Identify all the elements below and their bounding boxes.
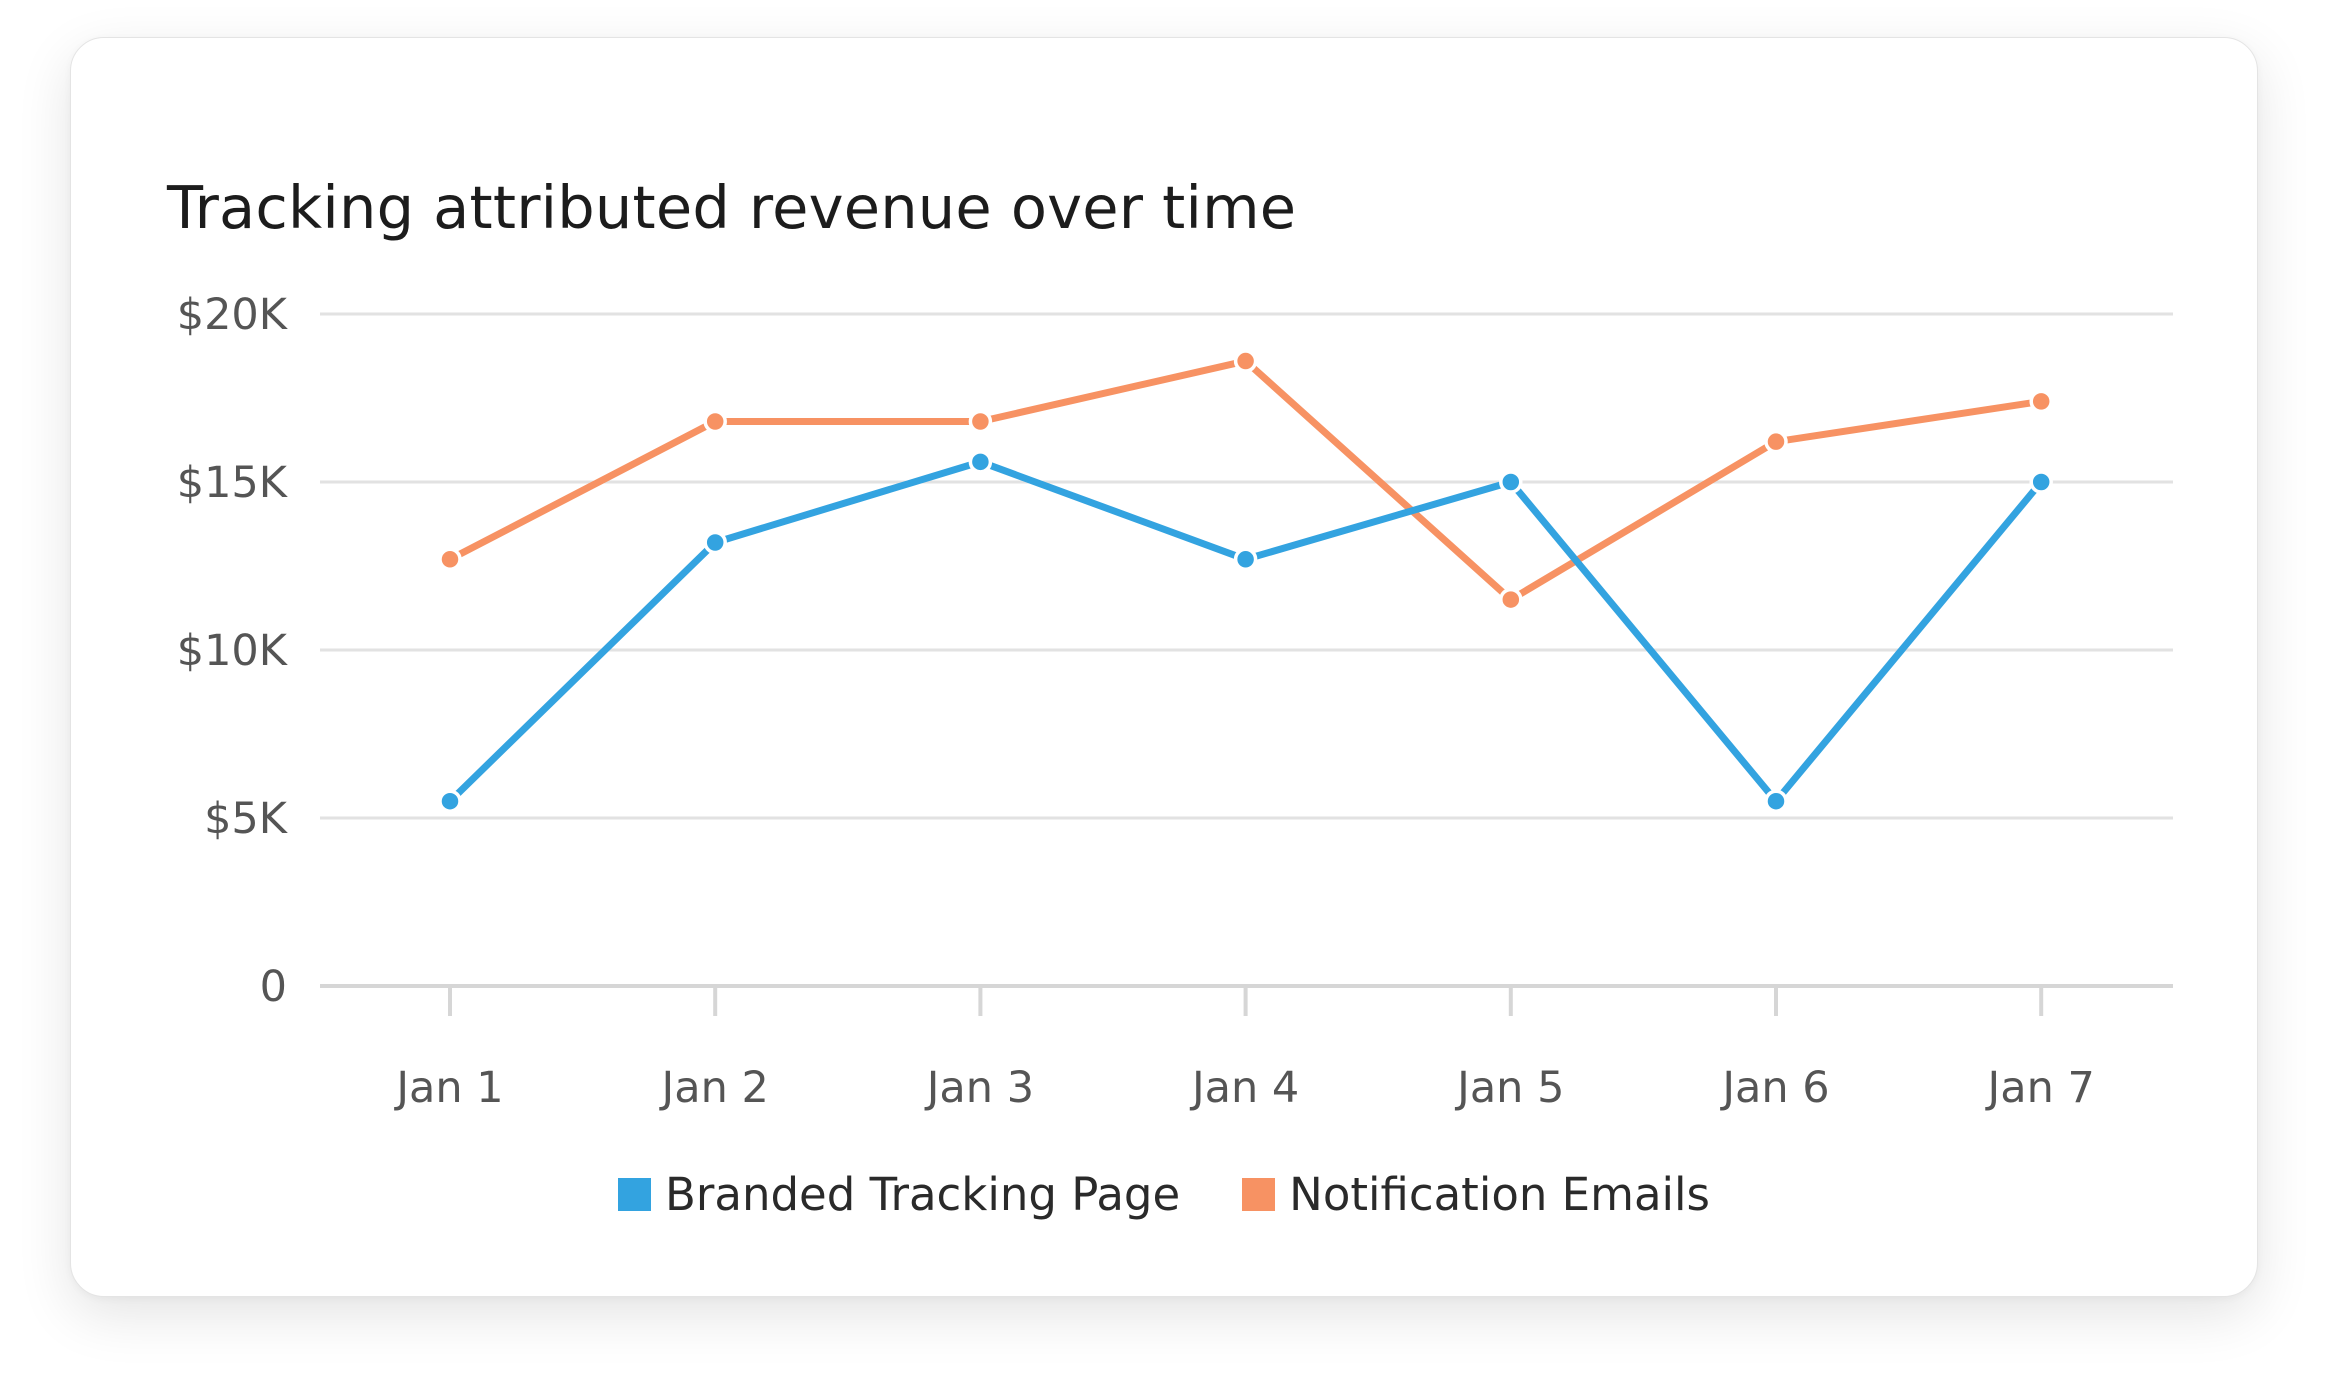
data-point — [1499, 587, 1523, 612]
x-tick-label: Jan 3 — [924, 1063, 1034, 1113]
data-point — [703, 409, 727, 434]
legend-label-branded: Branded Tracking Page — [665, 1168, 1181, 1221]
data-point — [2029, 470, 2053, 494]
chart-title: Tracking attributed revenue over time — [167, 173, 1297, 242]
legend-label-emails: Notification Emails — [1289, 1168, 1710, 1221]
data-point — [968, 409, 993, 434]
y-tick-label: $5K — [204, 794, 289, 844]
y-tick-label: $15K — [177, 458, 289, 508]
chart-legend: Branded Tracking Page Notification Email… — [71, 1168, 2257, 1221]
data-point — [703, 530, 727, 555]
x-axis: Jan 1 Jan 2 Jan 3 Jan 4 Jan 5 Jan 6 Jan 7 — [393, 986, 2095, 1113]
y-tick-label: 0 — [260, 962, 287, 1012]
x-tick-label: Jan 1 — [393, 1063, 503, 1113]
x-tick-label: Jan 4 — [1189, 1063, 1299, 1113]
data-point — [1499, 470, 1523, 494]
data-point — [438, 547, 462, 572]
legend-swatch-emails — [1242, 1178, 1276, 1211]
line-chart: Jan 1 Jan 2 Jan 3 Jan 4 Jan 5 Jan 6 Jan 7 0 $5K… — [177, 290, 2173, 1113]
x-tick-label: Jan 2 — [659, 1063, 769, 1113]
data-point — [968, 450, 993, 474]
chart-card: Tracking attributed revenue over time Ja… — [70, 37, 2258, 1297]
y-axis: 0 $5K $10K $15K $20K — [177, 290, 289, 1012]
legend-swatch-branded — [618, 1178, 651, 1211]
legend-item-notification-emails[interactable]: Notification Emails — [1242, 1168, 1710, 1221]
gridlines — [320, 312, 2173, 988]
data-point — [1764, 789, 1788, 813]
x-tick-label: Jan 7 — [1985, 1063, 2095, 1113]
data-point — [1233, 547, 1258, 572]
data-point — [438, 789, 462, 813]
data-point — [1233, 349, 1258, 373]
data-point — [1764, 429, 1788, 454]
y-tick-label: $20K — [177, 290, 289, 340]
x-tick-label: Jan 6 — [1719, 1063, 1829, 1113]
y-tick-label: $10K — [177, 626, 289, 676]
series-points — [438, 349, 2053, 813]
data-point — [2029, 389, 2053, 414]
x-tick-label: Jan 5 — [1454, 1063, 1564, 1113]
legend-item-branded-tracking-page[interactable]: Branded Tracking Page — [618, 1168, 1180, 1221]
series-lines — [446, 357, 2045, 805]
series-line — [446, 458, 2045, 805]
